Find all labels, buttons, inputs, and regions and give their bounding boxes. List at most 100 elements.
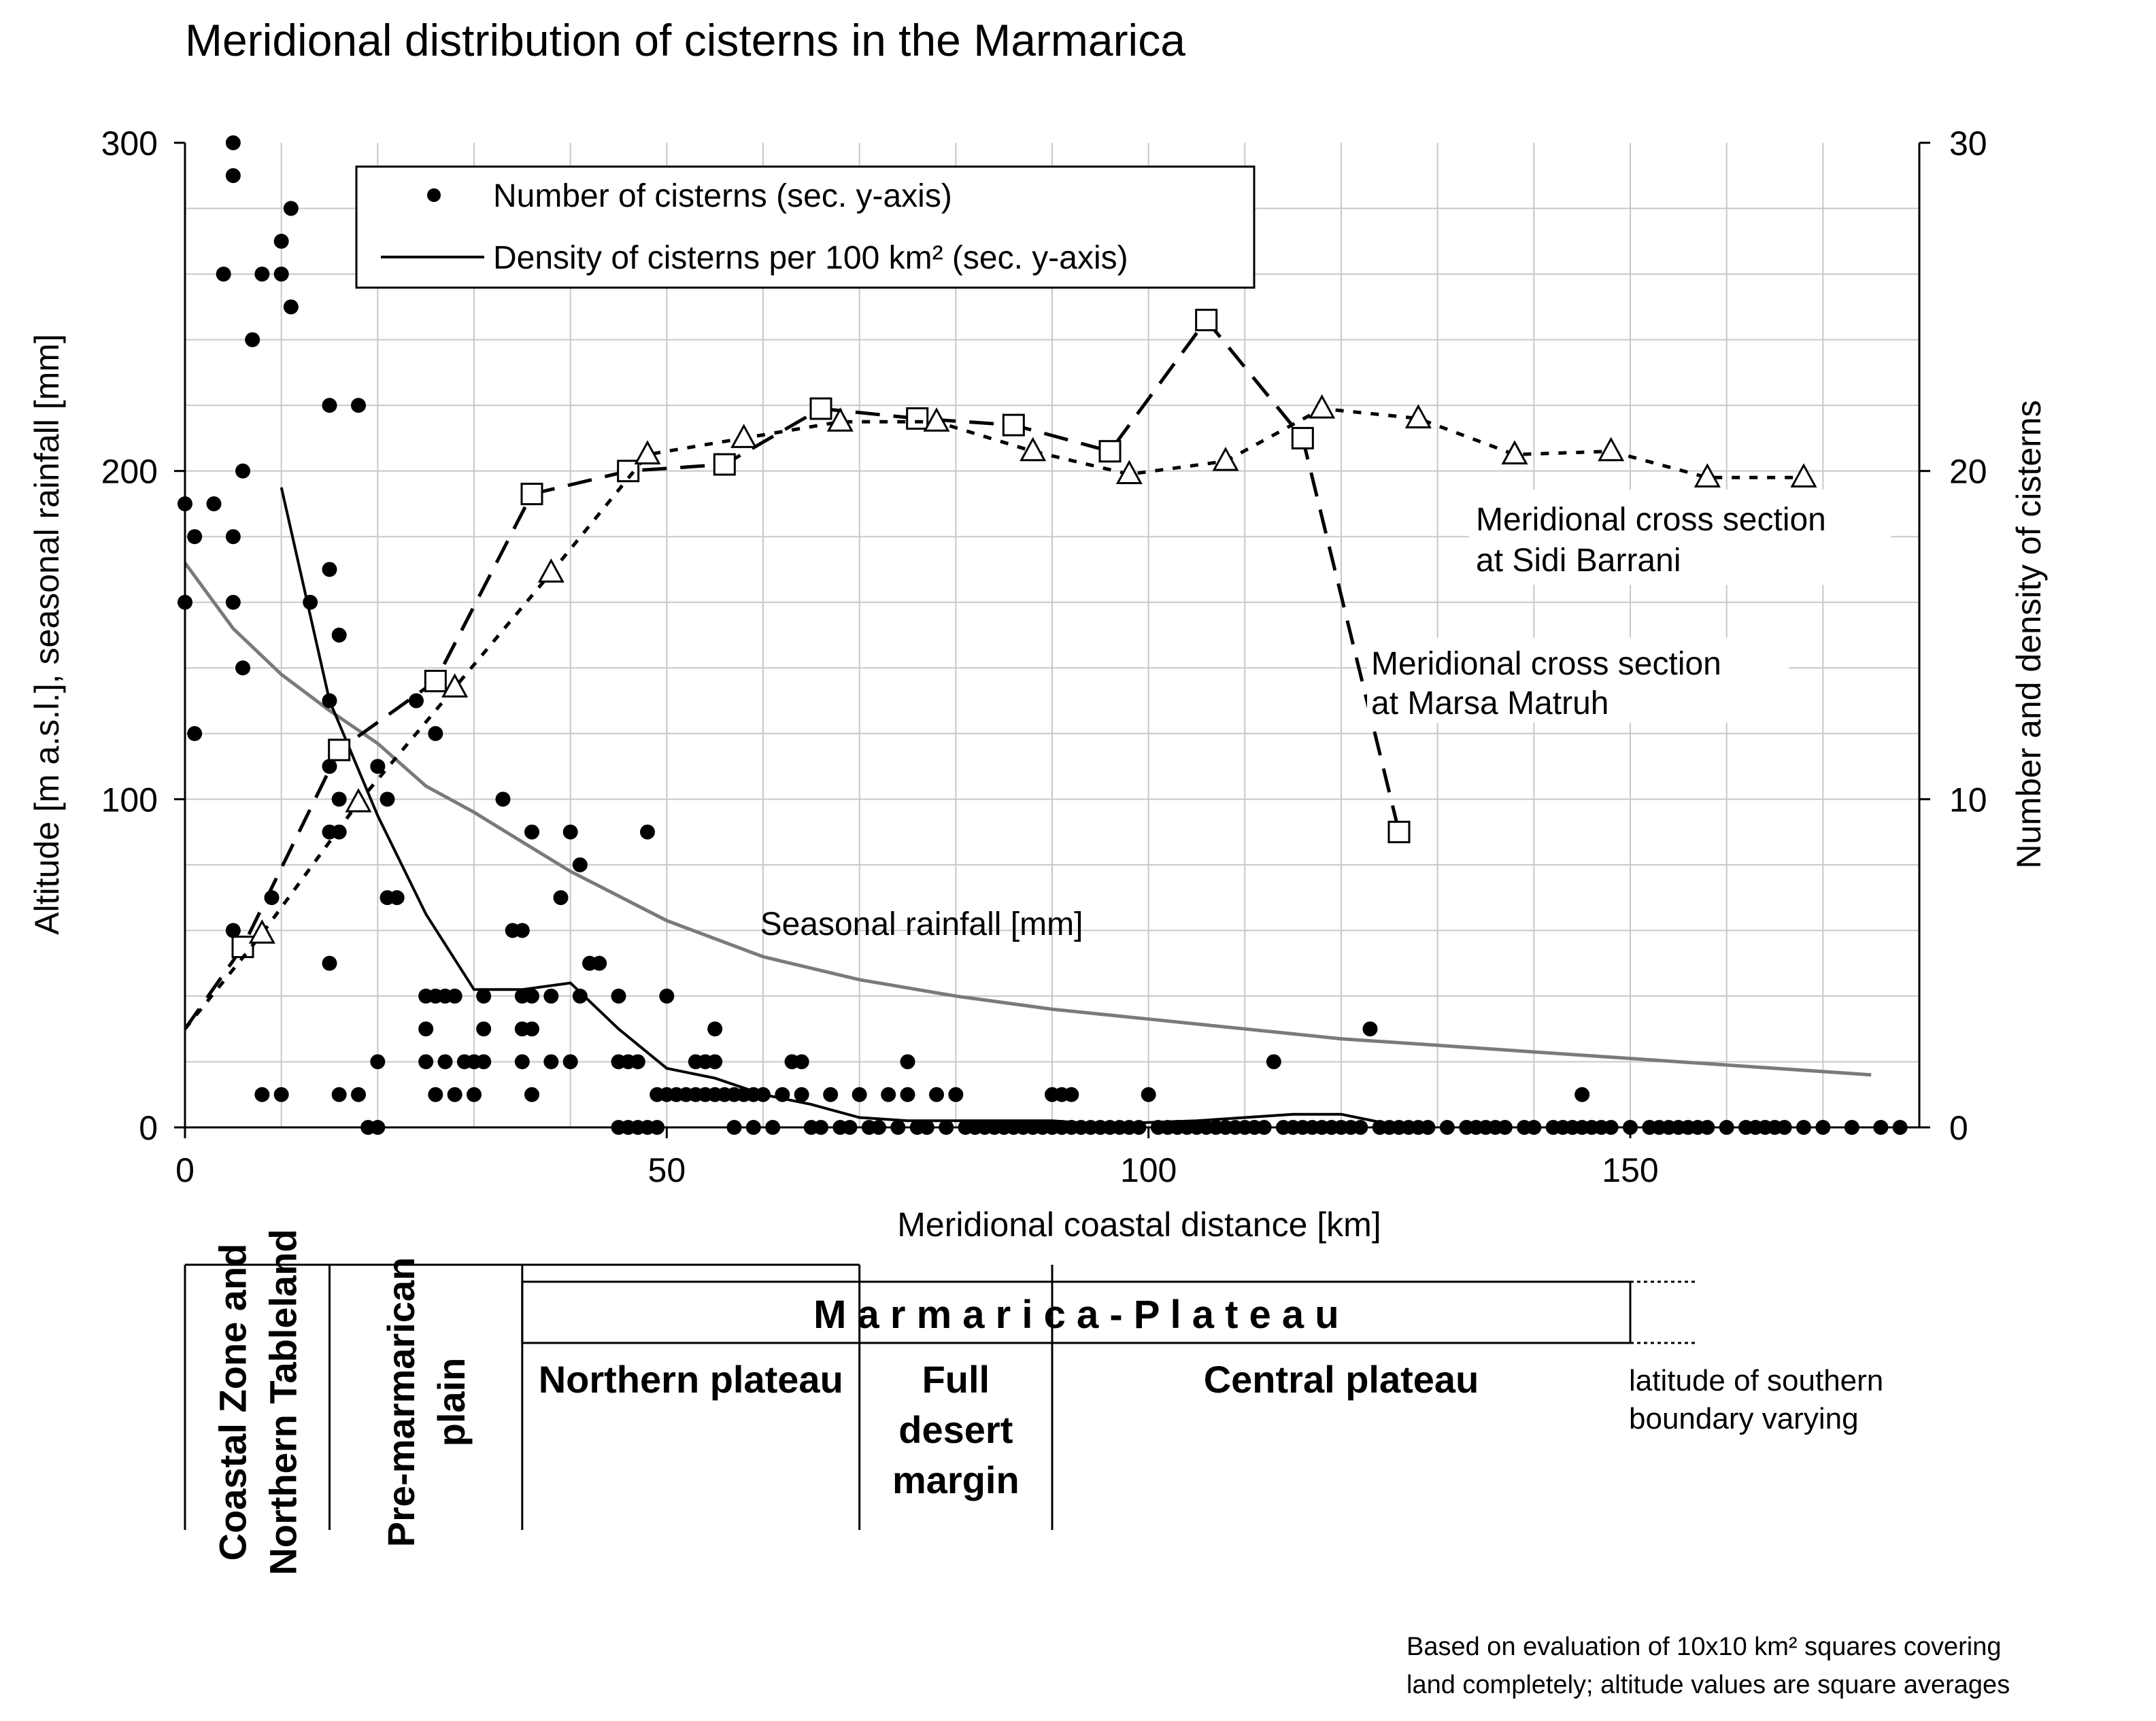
cistern-count-point [409,693,424,709]
zone-label-line: Coastal Zone and [211,1244,254,1561]
cistern-count-point [948,1087,964,1102]
cistern-count-point [1362,1021,1378,1037]
cistern-count-point [524,1087,539,1102]
axes [174,141,1930,1138]
sidi-barrani-point [826,407,854,432]
cistern-count-point [216,267,231,282]
cistern-count-point [1574,1087,1590,1102]
cistern-count-point [225,168,241,184]
legend-box [355,165,1256,289]
sidi-barrani-point [923,407,950,432]
cistern-count-point [187,529,203,545]
sidi-barrani-line [184,407,1804,1030]
marsa-matruh-point [328,738,351,762]
annotation-marsa-matruh-line2: at Marsa Matruh [1371,685,1608,721]
cistern-count-point [225,529,241,545]
cistern-count-point [283,201,299,216]
zone-label-line: Pre-marmarican [380,1257,422,1547]
y2-tick-label: 30 [1949,124,1987,163]
plateau-title: M a r m a r i c a - P l a t e a u [813,1293,1339,1337]
cistern-count-point [543,1054,559,1070]
cistern-count-point [572,857,588,872]
cistern-count-point [273,233,289,249]
sidi-barrani-point [730,424,758,448]
sidi-barrani-point [1212,447,1239,471]
cistern-count-point [273,267,289,282]
y2-tick-label: 10 [1949,781,1987,819]
cistern-count-point [852,1087,867,1102]
sidi-barrani-point [1309,394,1336,419]
cistern-count-point [428,726,443,741]
cistern-count-point [756,1087,771,1102]
sidi-barrani-point [1598,437,1625,462]
cistern-count-point [235,660,250,676]
sidi-barrani-point [1020,437,1047,462]
x-tick-label: 50 [648,1151,686,1189]
annotation-marsa-matruh-line1: Meridional cross section [1371,646,1721,682]
cistern-count-point [245,332,260,347]
cistern-count-point [1064,1087,1079,1102]
sidi-barrani-point [441,673,469,698]
y-axis-label: Altitude [m a.s.l.], seasonal rainfall [… [28,334,66,935]
zone-label-vertical: Pre-marmarican plain [380,1257,473,1547]
cistern-count-point [707,1021,723,1037]
cistern-count-point [225,923,241,938]
zone-label-line: Full [922,1358,990,1401]
cistern-count-point [476,1021,492,1037]
marsa-matruh-point [1002,413,1025,437]
x-axis-label: Meridional coastal distance [km] [897,1206,1381,1244]
cistern-count-point [476,988,492,1004]
cistern-count-point [524,988,539,1004]
cistern-count-point [794,1054,809,1070]
cistern-count-point [351,1087,366,1102]
sidi-barrani-layer [184,394,1817,1030]
cistern-count-point [562,824,578,840]
sidi-barrani-point [634,440,661,465]
cistern-count-point [514,923,530,938]
y-tick-label: 300 [101,124,158,163]
cistern-count-point [630,1054,645,1070]
cistern-count-point [331,791,347,807]
cistern-count-point [900,1087,915,1102]
cistern-count-point [1266,1054,1281,1070]
sidi-barrani-point [1694,463,1721,488]
southern-boundary-note: latitude of southern [1629,1364,1883,1397]
cistern-count-point [929,1087,944,1102]
cistern-count-point [235,463,250,479]
y-tick-label: 200 [101,453,158,491]
marsa-matruh-point [1195,309,1218,332]
cistern-count-point [611,988,626,1004]
cistern-count-point [524,1021,539,1037]
marsa-matruh-point [1387,821,1411,844]
cistern-count-point [447,988,462,1004]
y-tick-label: 100 [101,781,158,819]
cistern-count-point [437,1054,453,1070]
cistern-count-point [322,759,337,774]
cistern-count-point [467,1087,482,1102]
sidi-barrani-point [345,788,372,813]
legend-marker-cisterns [427,188,441,202]
cistern-count-point [370,759,386,774]
marsa-matruh-point [809,397,832,420]
zone-label-line: Northern plateau [539,1358,843,1401]
cistern-count-point [572,988,588,1004]
chart-title: Meridional distribution of cisterns in t… [185,15,1185,65]
cistern-count-point [514,1054,530,1070]
tick-labels: 0 50 100 150 0 100 200 300 0 10 20 30 [101,124,1987,1189]
sidi-barrani-point [1501,440,1528,465]
cistern-count-point [322,693,337,709]
cistern-count-point [900,1054,915,1070]
marsa-matruh-point [424,670,447,693]
legend: Number of cisterns (sec. y-axis) Density… [355,165,1256,289]
footnote-line2: land completely; altitude values are squ… [1407,1671,2010,1699]
marsa-matruh-point [906,407,929,430]
zone-label-line: plain [430,1358,473,1447]
marsa-matruh-point [520,482,543,505]
cistern-count-point [640,824,655,840]
cistern-count-point [543,988,559,1004]
x-tick-label: 0 [175,1151,195,1189]
zone-label-line: desert [898,1408,1013,1451]
cistern-count-point [1141,1087,1156,1102]
x-tick-label: 100 [1120,1151,1177,1189]
